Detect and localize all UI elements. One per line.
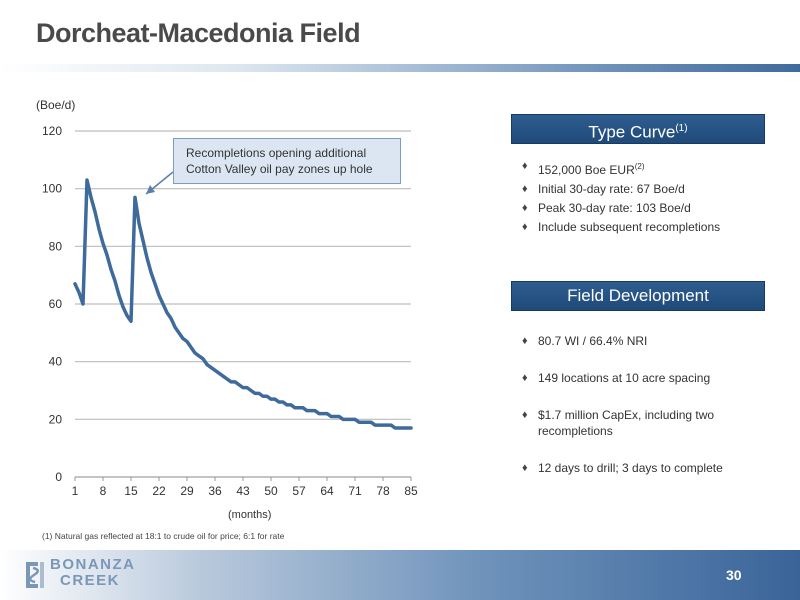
bullet-icon: ♦	[522, 183, 528, 195]
x-tick-labels: 1 8 15 22 29 36 43 50 57 64 71 78 85	[72, 484, 418, 498]
type-curve-bullets: ♦ 152,000 Boe EUR(2) ♦ Initial 30-day ra…	[522, 157, 720, 237]
bullet-icon: ♦	[522, 462, 528, 474]
field-development-header-text: Field Development	[567, 286, 709, 305]
y-tick-label: 0	[55, 470, 62, 484]
footer-bar	[0, 550, 800, 600]
bullet-icon: ♦	[522, 335, 528, 347]
bullet-wi-nri: ♦ 80.7 WI / 66.4% NRI	[522, 333, 752, 349]
y-tick-label: 100	[42, 182, 62, 196]
production-series-line	[73, 178, 413, 430]
bullet-locations-text: 149 locations at 10 acre spacing	[538, 371, 711, 385]
bullet-capex-text: $1.7 million CapEx, including two recomp…	[538, 408, 715, 438]
y-tick-label: 120	[42, 124, 62, 138]
bullet-icon: ♦	[522, 372, 528, 384]
x-tick-label: 43	[236, 484, 250, 498]
bullet-locations: ♦ 149 locations at 10 acre spacing	[522, 370, 752, 386]
bullet-recompletions-text: Include subsequent recompletions	[538, 220, 721, 234]
x-tick-label: 15	[124, 484, 138, 498]
x-tick-label: 50	[264, 484, 278, 498]
bullet-capex: ♦ $1.7 million CapEx, including two reco…	[522, 407, 752, 439]
x-tick-label: 22	[152, 484, 166, 498]
bullet-icon: ♦	[522, 202, 528, 214]
bullet-drill-days-text: 12 days to drill; 3 days to complete	[538, 461, 723, 475]
field-development-bullets: ♦ 80.7 WI / 66.4% NRI ♦ 149 locations at…	[522, 333, 752, 497]
bullet-drill-days: ♦ 12 days to drill; 3 days to complete	[522, 460, 752, 476]
annotation-arrow	[145, 171, 174, 195]
x-tick-label: 78	[376, 484, 390, 498]
x-axis-label: (months)	[228, 509, 272, 521]
bullet-eur-text: 152,000 Boe EUR	[538, 163, 635, 177]
bullet-wi-nri-text: 80.7 WI / 66.4% NRI	[538, 334, 648, 348]
type-curve-header: Type Curve(1)	[511, 114, 765, 144]
x-tick-label: 8	[100, 484, 107, 498]
bullet-icon: ♦	[522, 160, 528, 172]
y-tick-labels: 0 20 40 60 80 100 120	[42, 124, 62, 484]
field-development-header: Field Development	[511, 281, 765, 311]
bullet-icon: ♦	[522, 409, 528, 421]
bullet-icon: ♦	[522, 221, 528, 233]
slide-title: Dorcheat-Macedonia Field	[36, 18, 361, 48]
bonanza-creek-logo-icon	[26, 562, 44, 588]
chart-gridlines	[74, 130, 412, 481]
title-divider-bar	[0, 64, 800, 72]
bullet-initial-rate: ♦ Initial 30-day rate: 67 Boe/d	[522, 180, 720, 199]
y-tick-label: 60	[49, 297, 63, 311]
y-tick-label: 20	[49, 412, 63, 426]
bullet-initial-rate-text: Initial 30-day rate: 67 Boe/d	[538, 182, 685, 196]
page-number: 30	[726, 567, 742, 583]
chart-footnote: (1) Natural gas reflected at 18:1 to cru…	[42, 531, 285, 541]
logo-wordmark: BONANZA CREEK	[50, 557, 136, 589]
x-tick-label: 57	[292, 484, 306, 498]
y-axis-unit-label: (Boe/d)	[36, 98, 76, 112]
x-tick-label: 29	[180, 484, 194, 498]
bullet-eur-sup: (2)	[634, 162, 645, 171]
x-tick-label: 71	[348, 484, 362, 498]
annotation-arrow-head	[146, 185, 155, 194]
bullet-peak-rate: ♦ Peak 30-day rate: 103 Boe/d	[522, 199, 720, 218]
x-tick-label: 36	[208, 484, 222, 498]
x-tick-label: 85	[404, 484, 418, 498]
logo-line-2: CREEK	[60, 572, 121, 589]
bullet-eur: ♦ 152,000 Boe EUR(2)	[522, 157, 720, 180]
bullet-peak-rate-text: Peak 30-day rate: 103 Boe/d	[538, 201, 691, 215]
bullet-recompletions: ♦ Include subsequent recompletions	[522, 218, 720, 237]
type-curve-header-sup: (1)	[675, 123, 688, 134]
callout-line-1: Recompletions opening additional	[186, 146, 367, 160]
logo-line-1: BONANZA	[50, 556, 136, 573]
recompletion-callout: Recompletions opening additional Cotton …	[173, 138, 401, 184]
type-curve-header-text: Type Curve	[588, 122, 676, 142]
y-tick-label: 80	[49, 239, 63, 253]
y-tick-label: 40	[49, 355, 63, 369]
x-tick-label: 64	[320, 484, 334, 498]
chart-series	[73, 178, 413, 430]
callout-line-2: Cotton Valley oil pay zones up hole	[186, 162, 373, 176]
x-tick-label: 1	[72, 484, 79, 498]
